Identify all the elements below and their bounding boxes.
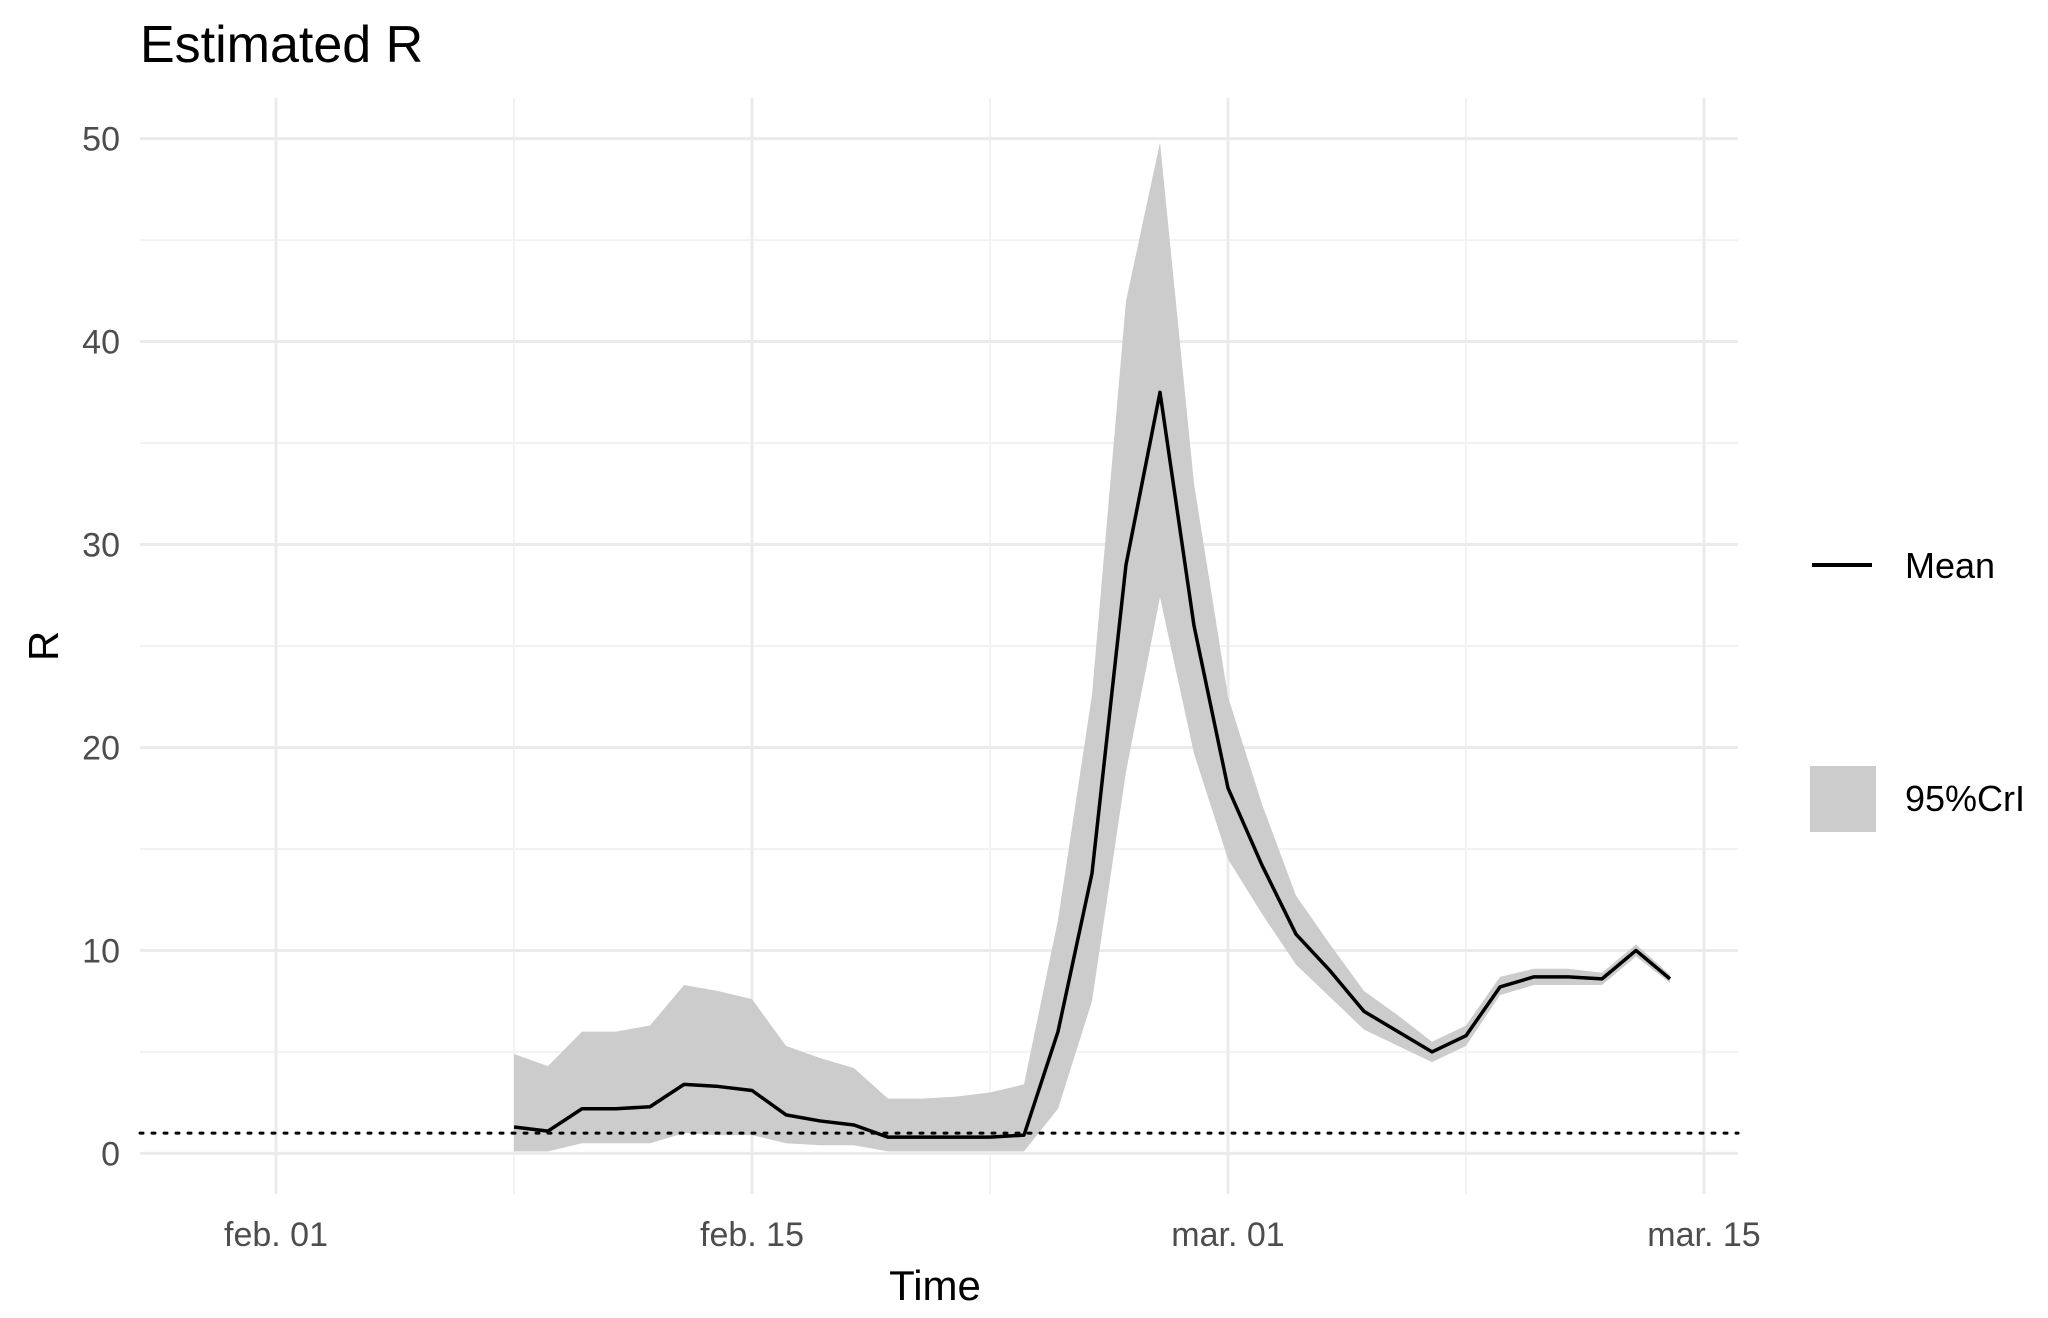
- y-tick-label: 50: [82, 121, 120, 159]
- x-tick-label: feb. 01: [224, 1216, 328, 1254]
- legend: Mean 95%CrI: [1810, 545, 2025, 832]
- grid: [140, 98, 1738, 1194]
- y-tick-label: 30: [82, 527, 120, 565]
- chart-title: Estimated R: [140, 16, 423, 74]
- y-tick-label: 0: [101, 1135, 120, 1173]
- legend-key-band: [1810, 766, 1876, 832]
- x-tick-label: mar. 15: [1647, 1216, 1760, 1254]
- legend-label-band: 95%CrI: [1905, 778, 2025, 819]
- credible-interval-band: [514, 142, 1670, 1152]
- x-tick-label: feb. 15: [700, 1216, 804, 1254]
- band-area: [514, 142, 1670, 1152]
- mean-series: [513, 390, 1672, 1139]
- x-axis-title: Time: [889, 1262, 981, 1309]
- mean-line: [513, 390, 1672, 1139]
- y-axis-ticks: 0 10 20 30 40 50: [82, 121, 120, 1174]
- y-axis-title: R: [20, 631, 67, 661]
- x-tick-label: mar. 01: [1171, 1216, 1284, 1254]
- y-tick-label: 20: [82, 729, 120, 767]
- y-tick-label: 40: [82, 324, 120, 362]
- y-tick-label: 10: [82, 932, 120, 970]
- legend-label-mean: Mean: [1905, 545, 1995, 586]
- x-axis-ticks: feb. 01 feb. 15 mar. 01 mar. 15: [224, 1216, 1761, 1254]
